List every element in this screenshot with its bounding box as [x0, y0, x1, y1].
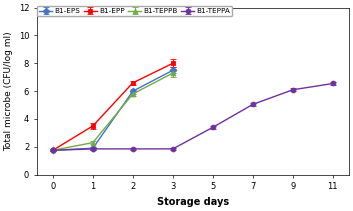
Y-axis label: Total microbe (CFU/log ml): Total microbe (CFU/log ml) — [4, 31, 13, 151]
X-axis label: Storage days: Storage days — [157, 197, 229, 207]
Legend: B1-EPS, B1-EPP, B1-TEPPB, B1-TEPPA: B1-EPS, B1-EPP, B1-TEPPB, B1-TEPPA — [37, 6, 232, 16]
